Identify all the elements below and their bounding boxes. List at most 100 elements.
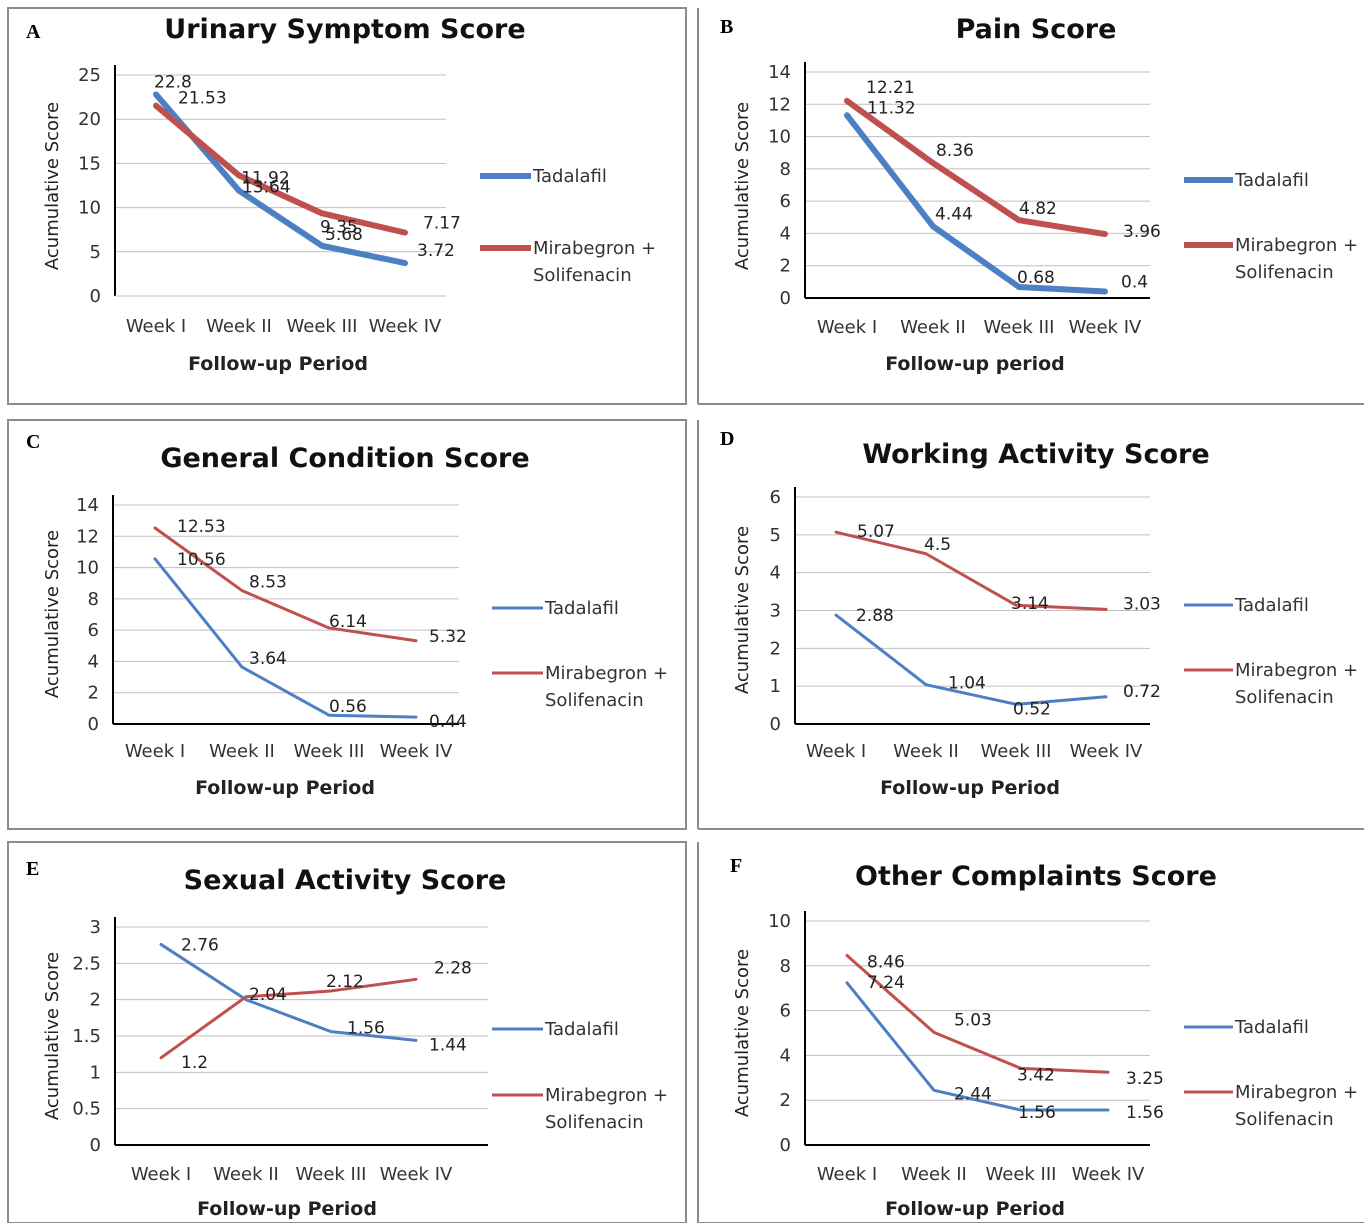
y-tick-label: 12 — [76, 526, 99, 547]
chart-panel-a: A Urinary Symptom Score 0 5 10 15 20 25 Week I We… — [7, 7, 687, 405]
y-tick-label: 3 — [90, 917, 101, 938]
x-axis-title: Follow-up Period — [195, 777, 375, 799]
data-label-mirabegron-solifenacin: 5.03 — [954, 1010, 992, 1030]
data-label-tadalafil: 7.24 — [867, 973, 905, 993]
y-tick-label: 25 — [78, 65, 101, 86]
y-axis-title: Acumulative Score — [42, 102, 63, 270]
data-label-tadalafil: 10.56 — [177, 550, 226, 570]
legend-label-mirabegron-solifenacin-line2: Solifenacin — [1235, 687, 1334, 708]
data-label-tadalafil: 0.52 — [1013, 699, 1051, 719]
chart-title: Urinary Symptom Score — [164, 14, 525, 45]
y-tick-label: 2 — [770, 638, 781, 659]
data-label-tadalafil: 3.72 — [417, 241, 455, 261]
data-label-mirabegron-solifenacin: 8.53 — [249, 573, 287, 593]
x-tick-label: Week IV — [1069, 317, 1142, 338]
y-tick-label: 10 — [76, 558, 99, 579]
data-label-tadalafil: 0.44 — [429, 712, 467, 732]
legend-label-mirabegron-solifenacin: Mirabegron + — [1235, 1082, 1358, 1103]
y-tick-label: 20 — [78, 109, 101, 130]
x-tick-label: Week II — [900, 317, 966, 338]
data-label-mirabegron-solifenacin: 3.42 — [1017, 1065, 1055, 1085]
y-tick-label: 4 — [780, 223, 791, 244]
data-label-tadalafil: 2.76 — [181, 935, 219, 955]
x-tick-label: Week I — [817, 1164, 877, 1185]
data-label-tadalafil: 5.68 — [325, 225, 363, 245]
legend-label-mirabegron-solifenacin: Mirabegron + — [545, 1085, 668, 1106]
series-line-mirabegron-solifenacin — [845, 953, 1110, 1074]
legend-label-mirabegron-solifenacin: Mirabegron + — [545, 663, 668, 684]
data-label-tadalafil: 0.68 — [1017, 268, 1055, 288]
y-tick-label: 2 — [780, 256, 791, 277]
panel-frame — [7, 841, 687, 1223]
chart-panel-e: E Sexual Activity Score 0 0.5 1 1.5 2 2.5 3 Week … — [7, 841, 687, 1223]
data-label-mirabegron-solifenacin: 2.04 — [249, 985, 287, 1005]
chart-title: Sexual Activity Score — [184, 865, 507, 896]
data-label-tadalafil: 0.72 — [1123, 682, 1161, 702]
panel-frame — [697, 420, 1364, 830]
data-label-mirabegron-solifenacin: 12.53 — [177, 517, 226, 537]
y-tick-label: 2.5 — [72, 953, 101, 974]
x-tick-label: Week III — [296, 1164, 367, 1185]
x-tick-label: Week III — [981, 741, 1052, 762]
legend-label-tadalafil: Tadalafil — [544, 598, 619, 619]
y-tick-label: 6 — [780, 1001, 791, 1022]
y-axis-title: Acumulative Score — [42, 952, 63, 1120]
x-axis-title: Follow-up Period — [880, 777, 1060, 799]
y-tick-label: 14 — [76, 495, 99, 516]
data-label-tadalafil: 11.32 — [867, 98, 916, 118]
data-label-mirabegron-solifenacin: 2.28 — [434, 958, 472, 978]
panel-letter: F — [730, 855, 742, 877]
x-tick-label: Week II — [209, 741, 275, 762]
data-label-mirabegron-solifenacin: 4.82 — [1019, 199, 1057, 219]
legend-label-tadalafil: Tadalafil — [532, 166, 607, 187]
data-label-mirabegron-solifenacin: 6.14 — [329, 612, 367, 632]
legend-label-mirabegron-solifenacin-line2: Solifenacin — [545, 690, 644, 711]
legend-label-mirabegron-solifenacin-line2: Solifenacin — [1235, 1109, 1334, 1130]
x-axis-title: Follow-up Period — [197, 1198, 377, 1220]
series-line-tadalafil — [834, 613, 1108, 706]
x-tick-label: Week I — [131, 1164, 191, 1185]
legend-label-mirabegron-solifenacin-line2: Solifenacin — [533, 265, 632, 286]
y-tick-label: 0 — [770, 714, 781, 735]
y-tick-label: 2 — [780, 1090, 791, 1111]
y-tick-label: 5 — [90, 242, 101, 263]
data-label-mirabegron-solifenacin: 8.36 — [936, 141, 974, 161]
chart-panel-b: B Pain Score 0 2 4 6 8 10 12 14 Week I Week II Week … — [697, 8, 1364, 405]
x-tick-label: Week II — [213, 1164, 279, 1185]
y-tick-label: 1.5 — [72, 1026, 101, 1047]
y-axis-title: Acumulative Score — [732, 949, 753, 1117]
x-tick-label: Week I — [806, 741, 866, 762]
data-label-tadalafil: 0.4 — [1121, 273, 1148, 293]
legend-label-tadalafil: Tadalafil — [1234, 1017, 1309, 1038]
data-label-tadalafil: 1.44 — [429, 1035, 467, 1055]
data-label-tadalafil: 3.64 — [249, 649, 287, 669]
y-tick-label: 12 — [768, 94, 791, 115]
y-tick-label: 10 — [78, 198, 101, 219]
x-axis-title: Follow-up Period — [188, 353, 368, 375]
series-line-mirabegron-solifenacin — [153, 102, 408, 236]
chart-panel-d: D Working Activity Score 0 1 2 3 4 5 6 Week I Week… — [697, 420, 1364, 830]
data-label-mirabegron-solifenacin: 1.2 — [181, 1053, 208, 1073]
series-line-mirabegron-solifenacin — [159, 977, 418, 1060]
chart-panel-c: C General Condition Score 0 2 4 6 8 10 12 14 Week … — [7, 419, 687, 830]
chart-panel-f: F Other Complaints Score 0 2 4 6 8 10 Week I Week… — [697, 842, 1364, 1223]
data-label-mirabegron-solifenacin: 13.64 — [242, 177, 291, 197]
chart-title: General Condition Score — [160, 443, 529, 474]
x-tick-label: Week II — [901, 1164, 967, 1185]
x-tick-label: Week IV — [369, 316, 442, 337]
series-line-tadalafil — [153, 557, 418, 719]
y-tick-label: 0 — [780, 1135, 791, 1156]
legend-label-mirabegron-solifenacin: Mirabegron + — [1235, 660, 1358, 681]
y-tick-label: 5 — [770, 525, 781, 546]
legend-label-tadalafil: Tadalafil — [1234, 595, 1309, 616]
y-tick-label: 4 — [770, 563, 781, 584]
data-label-mirabegron-solifenacin: 4.5 — [924, 535, 951, 555]
x-tick-label: Week IV — [380, 1164, 453, 1185]
panel-frame — [7, 419, 687, 830]
panel-letter: E — [26, 858, 39, 880]
data-label-tadalafil: 0.56 — [329, 697, 367, 717]
panel-frame — [697, 842, 1364, 1223]
x-tick-label: Week IV — [380, 741, 453, 762]
legend-label-tadalafil: Tadalafil — [544, 1019, 619, 1040]
